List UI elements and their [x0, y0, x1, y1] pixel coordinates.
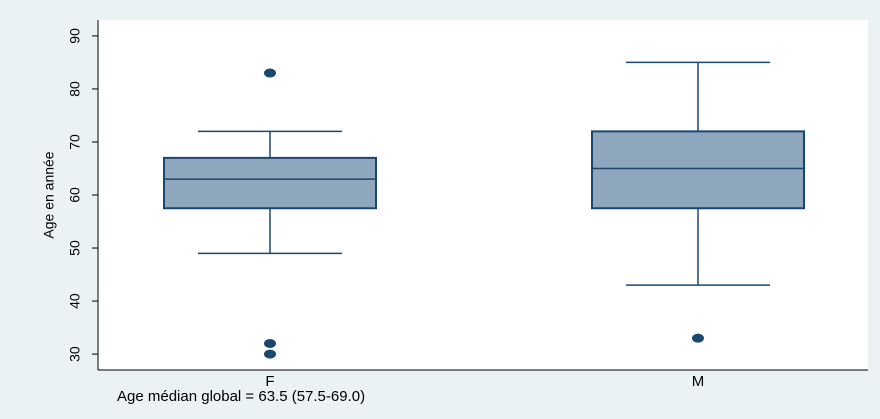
outlier-point — [692, 333, 704, 343]
iqr-box — [163, 156, 377, 210]
y-tick-label: 40 — [67, 293, 83, 309]
y-tick-label: 30 — [67, 346, 83, 362]
y-tick-label: 70 — [67, 134, 83, 150]
iqr-box — [591, 130, 805, 210]
y-tick-label: 50 — [67, 240, 83, 256]
y-axis-title: Age en année — [41, 151, 57, 238]
outlier-point — [264, 338, 276, 348]
y-tick-label: 80 — [67, 81, 83, 97]
outlier-point — [264, 68, 276, 78]
x-category-label: F — [265, 373, 274, 390]
x-category-label: M — [692, 373, 705, 390]
y-tick-label: 90 — [67, 28, 83, 44]
chart-note: Age médian global = 63.5 (57.5-69.0) — [117, 388, 366, 405]
y-tick-label: 60 — [67, 187, 83, 203]
outlier-point — [264, 349, 276, 359]
